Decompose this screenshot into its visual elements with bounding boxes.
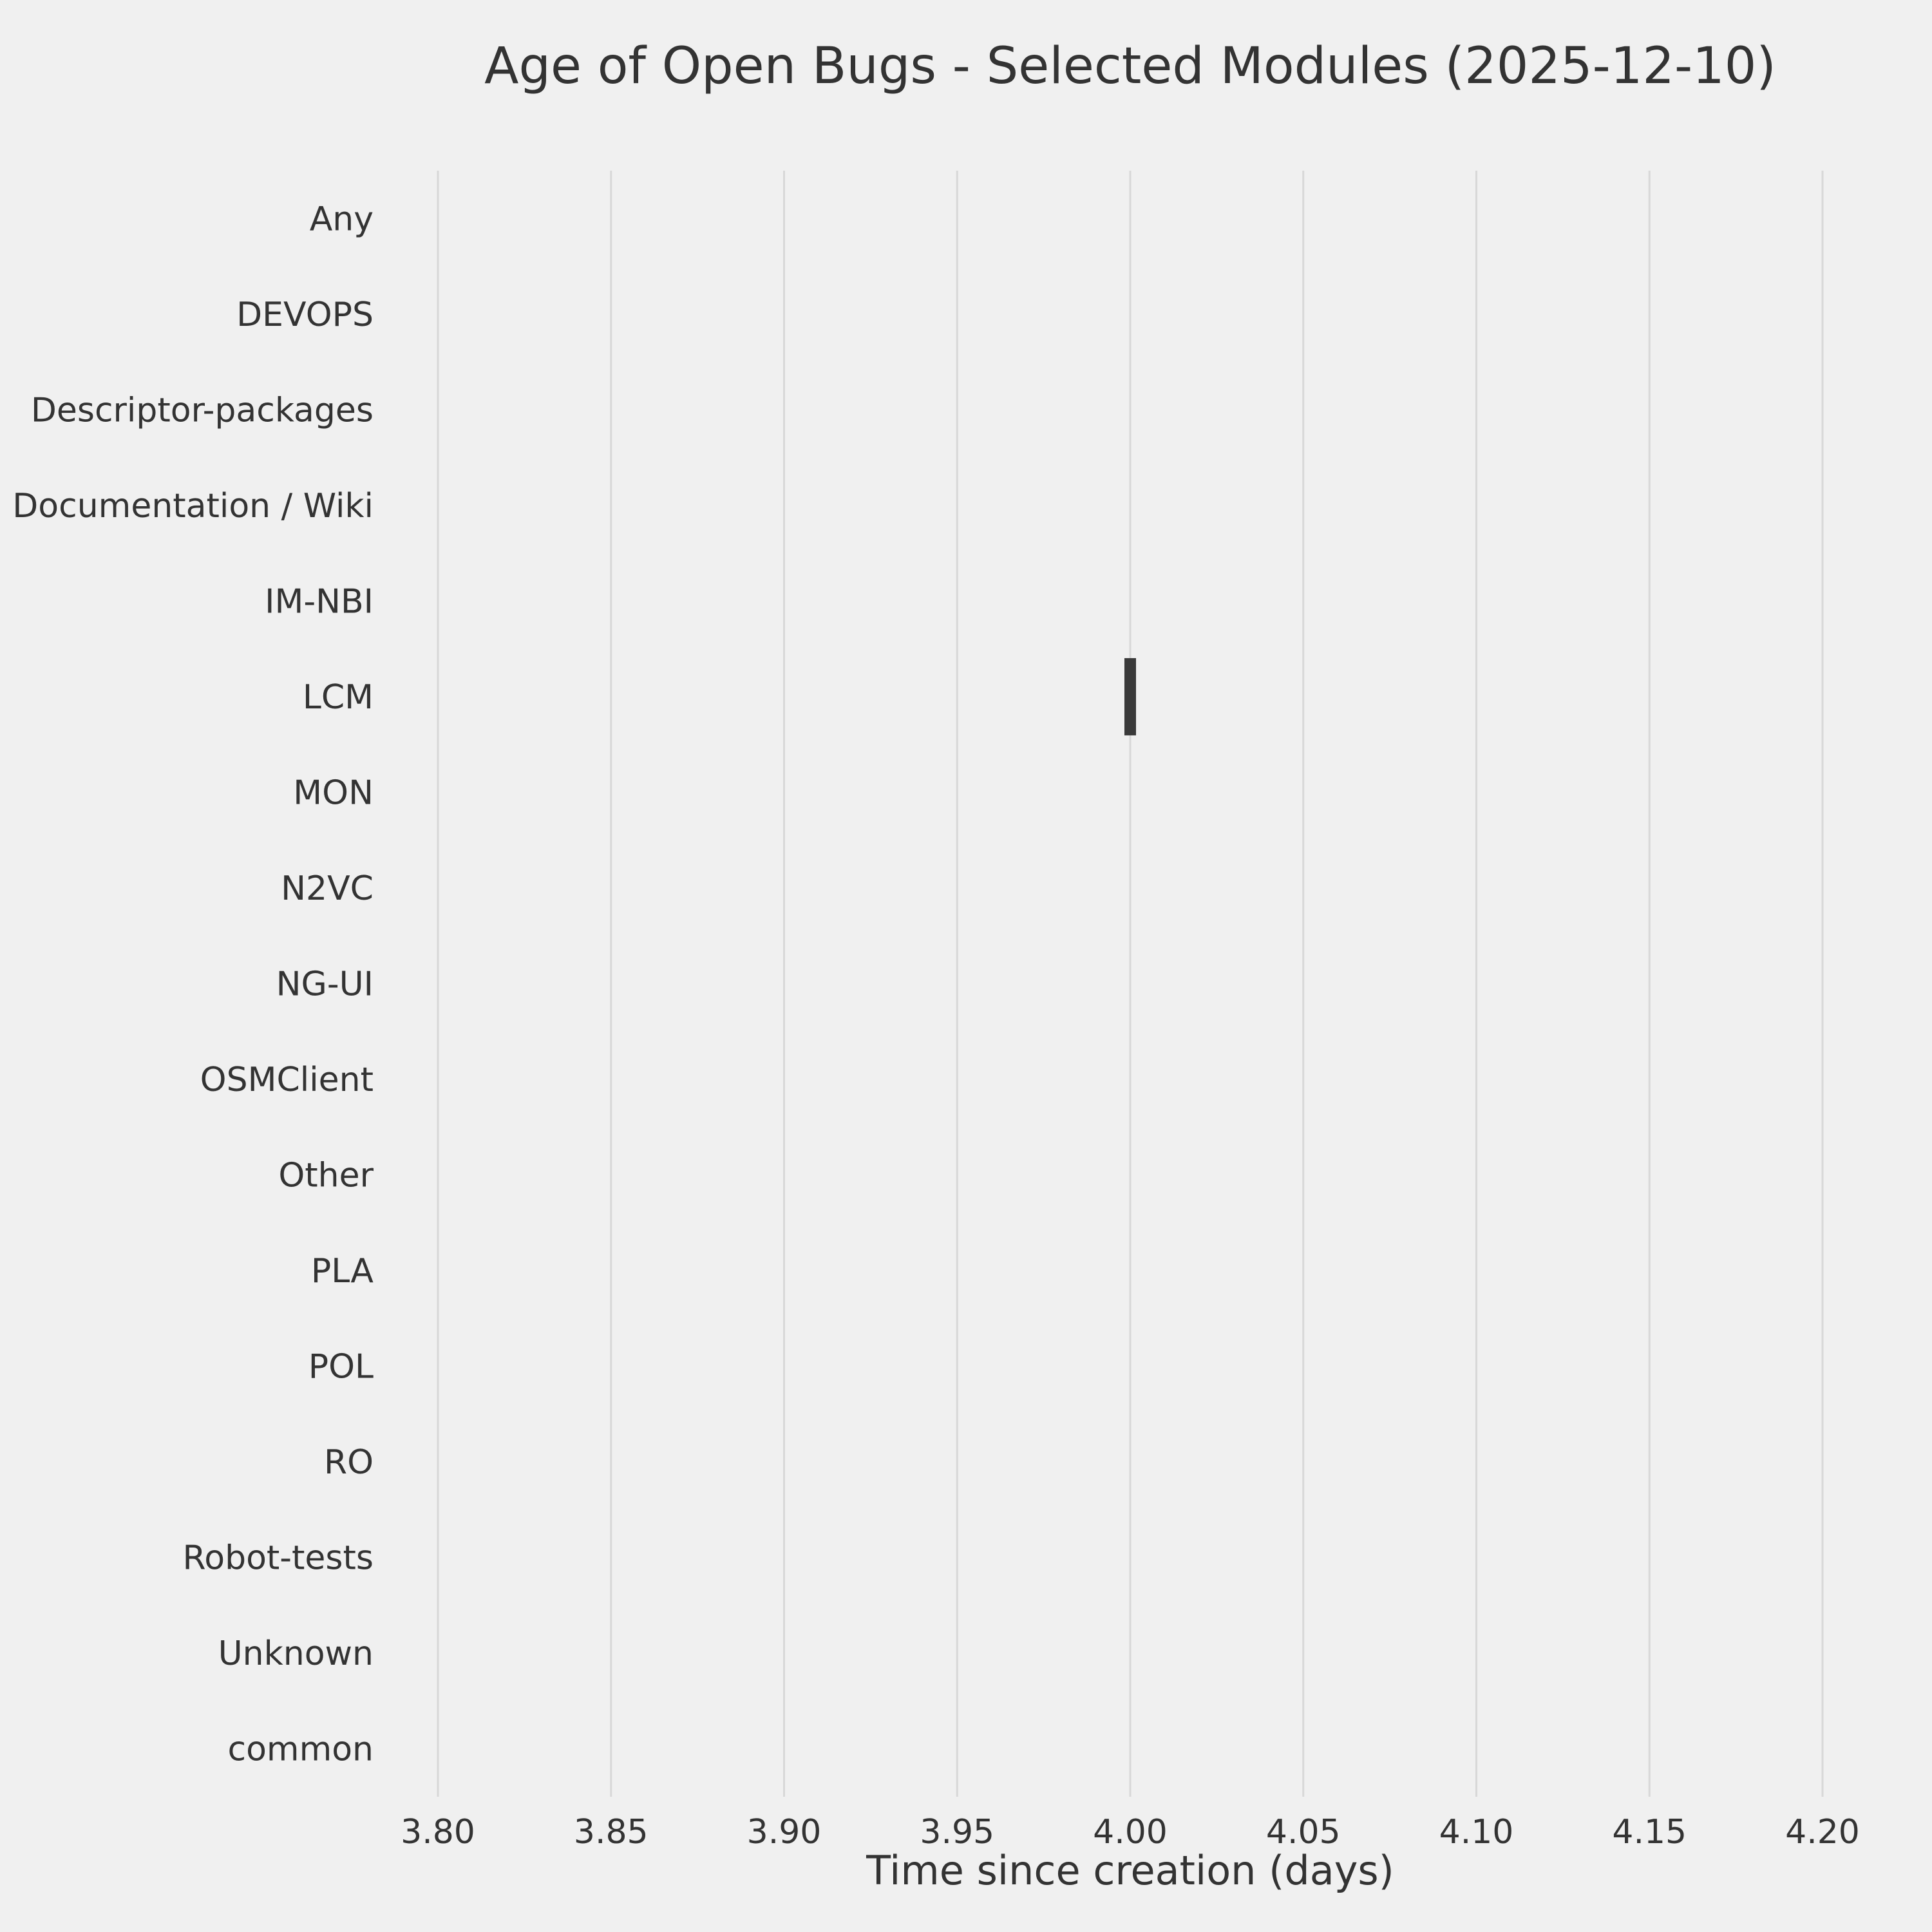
x-tick-label: 3.95 xyxy=(920,1813,994,1852)
category-label: Documentation / Wiki xyxy=(12,487,374,526)
category-label: MON xyxy=(293,773,374,812)
category-label: Unknown xyxy=(218,1634,374,1673)
x-tick-label: 4.00 xyxy=(1093,1813,1168,1852)
category-label: OSMClient xyxy=(200,1061,374,1099)
category-label: POL xyxy=(308,1348,374,1387)
category-label: NG-UI xyxy=(276,965,374,1004)
category-label: RO xyxy=(324,1443,374,1482)
category-label: Other xyxy=(278,1157,374,1195)
x-axis-label: Time since creation (days) xyxy=(866,1847,1394,1894)
x-tick-label: 3.90 xyxy=(747,1813,822,1852)
category-label: PLA xyxy=(311,1252,374,1291)
x-tick-label: 4.20 xyxy=(1785,1813,1860,1852)
x-tick-label: 3.80 xyxy=(401,1813,475,1852)
category-label: common xyxy=(228,1730,374,1769)
category-label: Descriptor-packages xyxy=(31,391,374,430)
category-label: Any xyxy=(310,200,374,238)
chart-title: Age of Open Bugs - Selected Modules (202… xyxy=(484,37,1776,95)
x-tick-label: 4.05 xyxy=(1266,1813,1341,1852)
category-label: Robot-tests xyxy=(182,1539,374,1578)
x-tick-label: 4.10 xyxy=(1439,1813,1514,1852)
x-tick-label: 4.15 xyxy=(1612,1813,1687,1852)
category-label: LCM xyxy=(303,678,374,717)
x-tick-label: 3.85 xyxy=(574,1813,649,1852)
box-mark xyxy=(1124,658,1136,735)
category-label: N2VC xyxy=(281,869,374,908)
category-label: DEVOPS xyxy=(236,296,374,334)
category-label: IM-NBI xyxy=(265,582,374,621)
